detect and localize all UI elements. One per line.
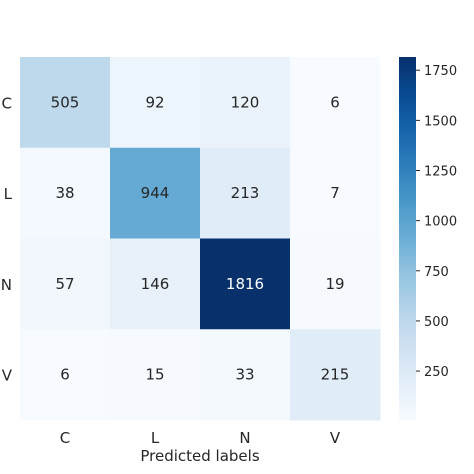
cell-value-label: 120 <box>231 93 260 111</box>
colorbar-tick-label: 750 <box>424 265 449 280</box>
heatmap-cell <box>200 329 291 421</box>
heatmap-cell <box>110 57 201 149</box>
cell-value-label: 19 <box>325 275 344 293</box>
cell-value-label: 215 <box>321 366 350 384</box>
cell-value-label: 505 <box>51 93 80 111</box>
colorbar-tick-label: 250 <box>424 365 449 380</box>
heatmap-cell <box>200 57 291 149</box>
y-tick-label: L <box>4 185 13 203</box>
heatmap-cell <box>110 147 201 239</box>
cell-value-label: 6 <box>330 93 340 111</box>
x-tick-label: L <box>151 429 160 447</box>
heatmap-cell <box>290 329 381 421</box>
y-tick-labels: C L N V <box>1 94 13 384</box>
heatmap-cell <box>290 238 381 330</box>
heatmap-cell <box>290 147 381 239</box>
cell-value-label: 15 <box>145 366 164 384</box>
heatmap-cell <box>20 57 111 149</box>
cell-value-label: 146 <box>141 275 170 293</box>
colorbar-tick-label: 1750 <box>424 64 457 79</box>
heatmap-cell <box>20 329 111 421</box>
heatmap-cell <box>200 147 291 239</box>
y-tick-label: C <box>2 94 12 112</box>
cell-value-label: 33 <box>235 366 254 384</box>
heatmap-cells <box>20 57 381 421</box>
colorbar-tick-label: 500 <box>424 315 449 330</box>
cell-value-label: 213 <box>231 184 260 202</box>
x-tick-label: V <box>330 429 341 447</box>
colorbar-tick-label: 1250 <box>424 165 457 180</box>
heatmap-cell <box>290 57 381 149</box>
cell-value-label: 944 <box>141 184 170 202</box>
colorbar-tick-label: 1000 <box>424 215 457 230</box>
cell-value-label: 57 <box>55 275 74 293</box>
colorbar-tick-labels: 250 500 750 1000 1250 1500 1750 <box>416 64 457 380</box>
cell-value-label: 38 <box>55 184 74 202</box>
y-tick-label: N <box>1 276 12 294</box>
colorbar: 250 500 750 1000 1250 1500 1750 <box>399 57 457 420</box>
x-tick-label: N <box>239 429 250 447</box>
x-tick-label: C <box>60 429 70 447</box>
colorbar-tick-label: 1500 <box>424 114 457 129</box>
cell-value-label: 1816 <box>226 275 264 293</box>
cell-value-label: 6 <box>60 366 70 384</box>
y-tick-label: V <box>2 367 13 385</box>
heatmap-cell <box>20 147 111 239</box>
cell-value-labels: 505 92 120 6 38 944 213 7 57 146 1816 19 6 15 33 215 <box>51 93 350 383</box>
cell-value-label: 92 <box>145 93 164 111</box>
cell-value-label: 7 <box>330 184 340 202</box>
x-axis-label: Predicted labels <box>140 447 259 465</box>
colorbar-gradient <box>399 57 416 420</box>
heatmap-cell <box>20 238 111 330</box>
heatmap-cell <box>200 238 291 330</box>
heatmap-cell <box>110 329 201 421</box>
heatmap-cell <box>110 238 201 330</box>
